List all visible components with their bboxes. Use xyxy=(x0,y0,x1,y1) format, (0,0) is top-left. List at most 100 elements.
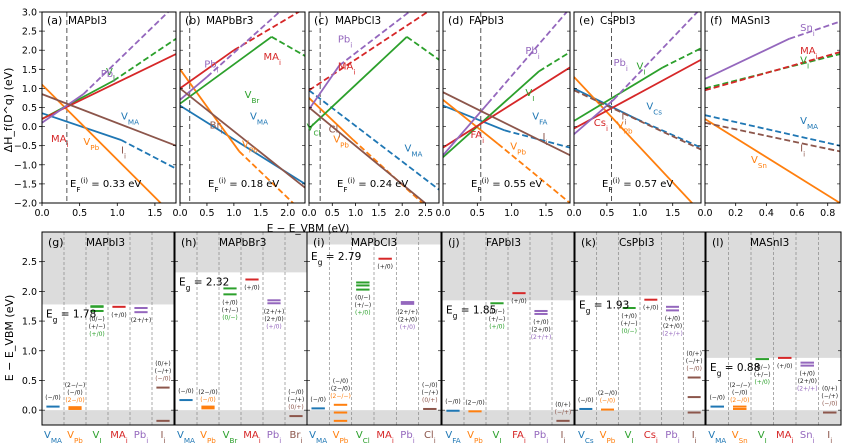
series-line-sn-i xyxy=(705,37,790,80)
x-tick-label: 1.5 xyxy=(371,208,386,219)
charge-state-label: (2+/+) xyxy=(662,330,683,337)
series-line-v-i xyxy=(662,47,701,69)
top-y-tick-label: 0.0 xyxy=(22,122,37,133)
top-y-tick-label: −1.5 xyxy=(14,179,37,190)
series-line-v-ma xyxy=(42,112,122,141)
defect-axis-label: Pbi xyxy=(267,430,281,445)
charge-state-label: (−/0) xyxy=(333,378,349,385)
series-line-pb-i xyxy=(443,103,489,156)
charge-state-label: (−/0) xyxy=(822,401,838,408)
curve-label: VPb xyxy=(242,140,258,155)
charge-state-label: (0/+) xyxy=(686,350,702,357)
charge-state-label: (−/+) xyxy=(555,409,572,416)
formation-panel-a: 0.0 0.5 1.0 1.5 (a) MAPbI3 EF(i) = 0.33 eV VMA V… xyxy=(34,11,177,219)
charge-state-label: (+/0) xyxy=(511,298,527,305)
series-line-v-cl xyxy=(406,36,439,61)
defect-axis-label: VMA xyxy=(177,430,195,445)
charge-state-label: (−/0) xyxy=(709,395,725,402)
series-line-fa-i xyxy=(443,66,570,149)
fermi-level-label: EF(i) = 0.24 eV xyxy=(337,176,408,194)
defect-axis-label: Bri xyxy=(290,430,303,445)
series-line-v-pb xyxy=(238,150,295,203)
defect-axis-label: VBr xyxy=(223,430,238,445)
panel-title: MASnI3 xyxy=(750,237,789,249)
panel-letter: (h) xyxy=(181,236,197,249)
curve-label: VPb xyxy=(83,137,99,152)
panel-title: FAPbI3 xyxy=(486,237,521,249)
charge-state-label: (2−/−) xyxy=(729,382,750,389)
panel-plot-area xyxy=(42,12,176,203)
curve-label: Sni xyxy=(800,23,815,37)
series-line-pb-i xyxy=(206,12,281,78)
curve-label: Ii xyxy=(121,145,126,160)
charge-state-label: (2−/0) xyxy=(730,397,749,404)
bottom-y-tick-label: 2.5 xyxy=(22,257,37,268)
x-tick-label: 2.0 xyxy=(395,208,410,219)
band-gap-label: Eg = 1.78 xyxy=(46,308,96,324)
defect-axis-label: VPb xyxy=(67,430,83,445)
charge-state-label: (−/0) xyxy=(422,382,438,389)
curve-label: Pbi xyxy=(525,46,539,61)
charge-state-label: (+/0) xyxy=(400,324,416,331)
top-y-tick-label: −2.0 xyxy=(14,199,37,210)
charge-state-label: (2−/0) xyxy=(598,390,617,397)
bottom-y-tick-label: 0.0 xyxy=(22,406,37,417)
defect-axis-label: VFA xyxy=(445,430,460,445)
curve-label: VFA xyxy=(532,112,547,127)
curve-label: Cli xyxy=(329,124,341,139)
charge-state-label: (0/−) xyxy=(754,364,770,371)
x-tick-label: 1.5 xyxy=(665,208,680,219)
series-line-v-pb xyxy=(180,68,240,152)
curve-label: Ii xyxy=(800,143,805,158)
panel-plot-area xyxy=(574,12,701,203)
panel-title: FAPbI3 xyxy=(469,15,504,27)
charge-state-label: (2+/0) xyxy=(663,323,682,330)
charge-state-label: (+/0) xyxy=(111,312,127,319)
charge-state-label: (−/0) xyxy=(155,376,171,383)
charge-state-label: (−/0) xyxy=(45,395,61,402)
series-line-ma-i xyxy=(705,51,840,92)
charge-state-label: (2−/0) xyxy=(198,389,217,396)
charge-state-label: (2−/0) xyxy=(465,399,484,406)
transition-panel-k: (−/0)VCs(2−/0)(−/0)VPb(+/0)(+/−)(0/−)VI(… xyxy=(574,231,706,445)
x-tick-label: 0.5 xyxy=(325,208,340,219)
series-line-i-i xyxy=(705,121,840,153)
charge-state-label: (2+/0) xyxy=(798,378,817,385)
panel-title: CsPbI3 xyxy=(619,237,655,249)
fermi-level-label: EF(i) = 0.55 eV xyxy=(471,176,542,194)
charge-state-label: (−/0) xyxy=(732,389,748,396)
formation-energy-row: −2.0−1.5−1.0−0.50.00.51.01.52.02.53.00.0… xyxy=(14,8,841,219)
band-gap-label: Eg = 1.93 xyxy=(579,300,629,316)
panel-letter: (l) xyxy=(712,236,724,249)
x-tick-label: 0.5 xyxy=(599,208,614,219)
charge-state-label: (−/0) xyxy=(288,389,304,396)
panel-frame xyxy=(704,11,841,204)
bottom-y-tick-label: 1.0 xyxy=(22,346,37,357)
panel-title: MAPbBr3 xyxy=(206,15,253,27)
panel-letter: (a) xyxy=(47,14,62,27)
defect-axis-label: VSn xyxy=(732,430,748,445)
charge-state-label: (+/0) xyxy=(777,363,793,370)
x-tick-label: 1.0 xyxy=(348,208,363,219)
charge-state-label: (+/0) xyxy=(489,323,505,330)
charge-state-label: (−/0) xyxy=(445,399,461,406)
defect-axis-label: VPb xyxy=(333,430,349,445)
charge-state-label: (0/+) xyxy=(155,361,171,368)
x-tick-label: 0.0 xyxy=(566,208,581,219)
curve-label: Pbi xyxy=(101,69,115,84)
charge-state-label: (−/+) xyxy=(686,358,703,365)
transition-panel-j: (−/0)VFA(2−/0)VPb(0/−)(+/−)(+/0)VI(+/0)F… xyxy=(441,231,575,445)
band-gap-label: Eg = 1.85 xyxy=(446,304,496,320)
x-tick-label: 1.0 xyxy=(632,208,647,219)
x-tick-label: 0.0 xyxy=(697,208,712,219)
charge-state-label: (+/0) xyxy=(222,299,238,306)
top-y-tick-label: 2.5 xyxy=(22,27,37,38)
charge-state-label: (2+/0) xyxy=(398,316,417,323)
top-y-tick-label: 1.0 xyxy=(22,84,37,95)
curve-label: VMA xyxy=(121,112,139,127)
x-tick-label: 0.4 xyxy=(759,208,774,219)
series-line-v-pb xyxy=(42,83,162,203)
series-line-v-pb xyxy=(309,97,354,141)
panel-frame xyxy=(573,11,702,204)
defect-axis-label: Sni xyxy=(800,430,815,445)
